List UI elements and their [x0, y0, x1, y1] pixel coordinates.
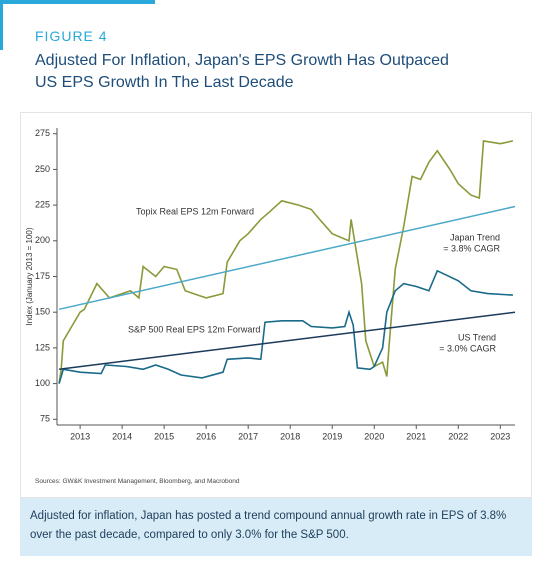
x-tick-label: 2020 — [364, 431, 384, 441]
x-tick-label: 2017 — [238, 431, 258, 441]
source: Sources: GW&K Investment Management, Blo… — [35, 478, 240, 485]
series-line — [58, 205, 516, 311]
y-tick-label: 200 — [35, 235, 50, 245]
y-axis-label: Index (January 2013 = 100) — [25, 227, 34, 325]
series-note: = 3.0% CAGR — [439, 343, 496, 353]
note: Adjusted for inflation, Japan has posted… — [20, 498, 532, 556]
chart-card — [20, 112, 532, 498]
x-tick-label: 2022 — [448, 431, 468, 441]
y-tick-label: 75 — [40, 414, 50, 424]
x-tick-label: 2018 — [280, 431, 300, 441]
figure-label: FIGURE 4 — [35, 28, 108, 44]
series-line — [58, 269, 513, 384]
series-note: = 3.8% CAGR — [443, 243, 500, 253]
series-label: US Trend — [458, 332, 496, 342]
accent — [0, 0, 3, 50]
x-tick-label: 2013 — [70, 431, 90, 441]
x-tick-label: 2014 — [112, 431, 132, 441]
series-line — [59, 311, 516, 371]
x-tick-label: 2019 — [322, 431, 342, 441]
y-tick-label: 225 — [35, 199, 50, 209]
series-label: S&P 500 Real EPS 12m Forward — [128, 324, 260, 334]
series-label: Japan Trend — [450, 232, 500, 242]
x-tick-label: 2016 — [196, 431, 216, 441]
y-tick-label: 275 — [35, 128, 50, 138]
title: Adjusted For Inflation, Japan's EPS Grow… — [35, 52, 449, 91]
x-tick-label: 2023 — [490, 431, 510, 441]
series-line — [58, 139, 514, 384]
y-tick-label: 100 — [35, 378, 50, 388]
x-tick-label: 2015 — [154, 431, 174, 441]
y-tick-label: 175 — [35, 271, 50, 281]
series-label: Topix Real EPS 12m Forward — [136, 206, 254, 216]
x-tick-label: 2021 — [406, 431, 426, 441]
y-tick-label: 125 — [35, 342, 50, 352]
accent — [0, 0, 155, 4]
y-tick-label: 150 — [35, 307, 50, 317]
y-tick-label: 250 — [35, 164, 50, 174]
